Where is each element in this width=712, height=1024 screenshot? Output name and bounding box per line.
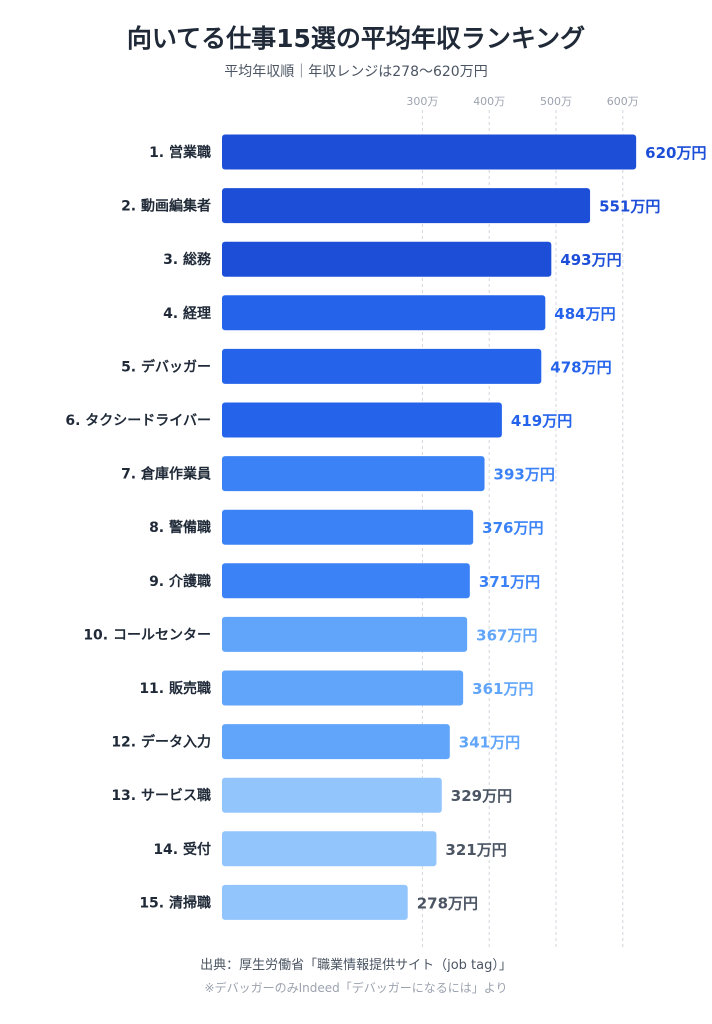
bar [222, 616, 468, 652]
category-label: 14. 受付 [153, 841, 211, 858]
category-label: 4. 経理 [163, 305, 211, 322]
bar [222, 188, 591, 224]
bar [222, 295, 546, 331]
category-label: 11. 販売職 [139, 680, 211, 697]
value-label: 419万円 [511, 412, 572, 430]
bar [222, 777, 442, 813]
category-label: 2. 動画編集者 [121, 198, 211, 215]
value-label: 493万円 [560, 251, 621, 269]
value-label: 321万円 [445, 841, 506, 859]
value-label: 484万円 [554, 305, 615, 323]
labels: 1. 営業職 620万円 2. 動画編集者 551万円 3. 総務 493万円 4. 経理 4… [65, 144, 706, 912]
value-label: 371万円 [479, 573, 540, 591]
bar [222, 563, 470, 599]
x-tick-label: 600万 [607, 95, 639, 108]
bars [222, 134, 637, 920]
bar [222, 884, 408, 920]
bar [222, 509, 474, 545]
bar [222, 241, 552, 277]
bar [222, 670, 464, 706]
x-tick-label: 500万 [540, 95, 572, 108]
value-label: 620万円 [645, 144, 706, 162]
category-label: 13. サービス職 [111, 787, 211, 804]
note-caption: ※デバッガーのみIndeed「デバッガーになるには」より [205, 980, 508, 995]
category-label: 3. 総務 [163, 251, 212, 268]
chart-subtitle: 平均年収順｜年収レンジは278〜620万円 [224, 64, 487, 80]
chart-title: 向いてる仕事15選の平均年収ランキング [127, 24, 585, 53]
category-label: 9. 介護職 [149, 573, 211, 590]
source-caption: 出典：厚生労働省「職業情報提供サイト（job tag）」 [200, 957, 512, 973]
bar [222, 402, 502, 438]
value-label: 393万円 [494, 466, 555, 484]
x-tick-label: 300万 [406, 95, 438, 108]
category-label: 8. 警備職 [149, 519, 211, 536]
category-label: 15. 清掃職 [139, 894, 211, 911]
value-label: 367万円 [476, 626, 537, 644]
bar [222, 134, 637, 170]
category-label: 6. タクシードライバー [65, 413, 211, 429]
category-label: 1. 営業職 [149, 144, 211, 161]
value-label: 376万円 [482, 519, 543, 537]
category-label: 12. データ入力 [111, 734, 211, 751]
value-label: 551万円 [599, 198, 660, 216]
category-label: 7. 倉庫作業員 [121, 466, 211, 483]
bar [222, 348, 542, 384]
value-label: 278万円 [417, 894, 478, 912]
x-tick-label: 400万 [473, 95, 505, 108]
value-label: 361万円 [472, 680, 533, 698]
bar [222, 456, 485, 492]
value-label: 478万円 [550, 358, 611, 376]
value-label: 341万円 [459, 734, 520, 752]
category-label: 10. コールセンター [83, 627, 211, 643]
bar [222, 724, 450, 760]
value-label: 329万円 [451, 787, 512, 805]
category-label: 5. デバッガー [121, 358, 211, 375]
bar [222, 831, 437, 867]
